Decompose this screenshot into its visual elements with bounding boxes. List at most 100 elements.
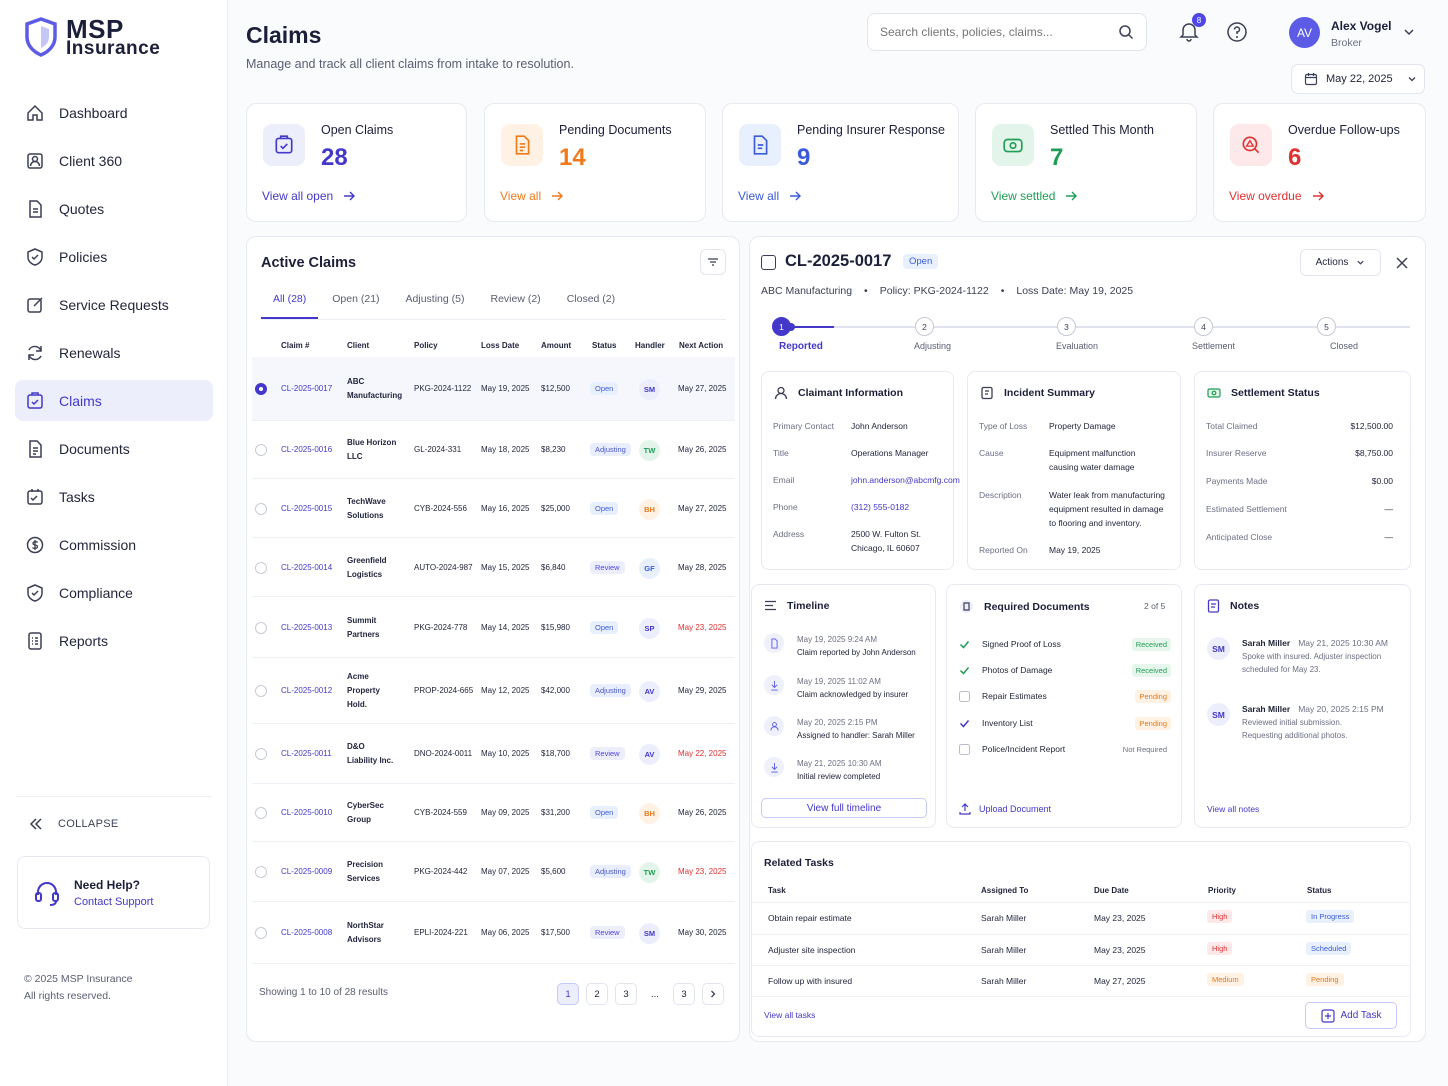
sidebar-item-policies[interactable]: Policies (15, 236, 213, 277)
filter-button[interactable] (700, 249, 726, 275)
table-row[interactable]: CL-2025-0015 TechWave Solutions CYB-2024-55… (252, 479, 735, 538)
tab-claims-filter[interactable]: Closed (2) (566, 293, 616, 305)
sidebar-item-claims[interactable]: Claims (15, 380, 213, 421)
field-value[interactable]: john.anderson@abcmfg.com (851, 473, 961, 487)
sidebar-item-quotes[interactable]: Quotes (15, 188, 213, 229)
table-row[interactable]: CL-2025-0013 Summit Partners PKG-2024-778 Ma… (252, 597, 735, 658)
row-select-radio[interactable] (255, 866, 267, 878)
table-row[interactable]: CL-2025-0012 Acme Property Hold. PROP-2024-6… (252, 658, 735, 724)
page-button[interactable]: 1 (557, 983, 579, 1005)
claim-number-link[interactable]: CL-2025-0013 (281, 622, 333, 632)
row-select-radio[interactable] (255, 444, 267, 456)
task-row[interactable]: Adjuster site inspection Sarah Miller May … (752, 934, 1411, 965)
row-select-radio[interactable] (255, 621, 267, 634)
sidebar-item-client-360[interactable]: Client 360 (15, 140, 213, 181)
table-row[interactable]: CL-2025-0009 Precision Services PKG-2024-44… (252, 842, 735, 902)
tab-claims-filter[interactable]: All (28) (261, 285, 319, 319)
stat-link[interactable]: View all (738, 189, 802, 203)
tab-claims-filter[interactable]: Open (21) (332, 293, 380, 305)
sidebar-item-commission[interactable]: Commission (15, 524, 213, 565)
table-row[interactable]: CL-2025-0017 ABC Manufacturing PKG-2024-112… (252, 357, 735, 421)
document-row[interactable]: Photos of Damage Received (959, 663, 1171, 677)
view-full-timeline-button[interactable]: View full timeline (761, 798, 927, 818)
check-icon[interactable] (959, 665, 970, 676)
table-row[interactable]: CL-2025-0010 CyberSec Group CYB-2024-559 May… (252, 784, 735, 842)
contact-support-link[interactable]: Contact Support (74, 895, 154, 908)
column-header[interactable]: Amount (541, 341, 572, 350)
sidebar-item-dashboard[interactable]: Dashboard (15, 92, 213, 133)
page-button[interactable]: 3 (673, 983, 695, 1005)
checkbox-icon[interactable] (959, 743, 970, 755)
help-card[interactable]: Need Help? Contact Support (17, 856, 210, 929)
row-select-radio[interactable] (255, 383, 267, 395)
tab-claims-filter[interactable]: Review (2) (490, 293, 541, 305)
column-header[interactable]: Loss Date (481, 341, 520, 350)
stat-link[interactable]: View overdue (1229, 189, 1324, 203)
chevron-down-icon[interactable] (1403, 26, 1415, 38)
document-row[interactable]: Signed Proof of Loss Received (959, 637, 1171, 651)
claim-number-link[interactable]: CL-2025-0011 (281, 749, 332, 758)
sidebar-item-service-requests[interactable]: Service Requests (15, 284, 213, 325)
check-icon[interactable] (959, 639, 970, 650)
table-row[interactable]: CL-2025-0011 D&O Liability Inc. DNO-2024-00… (252, 724, 735, 784)
upload-document-button[interactable]: Upload Document (959, 803, 1051, 815)
claim-number-link[interactable]: CL-2025-0015 (281, 503, 333, 513)
document-row[interactable]: Inventory List Pending (959, 716, 1171, 730)
claim-number-link[interactable]: CL-2025-0017 (281, 384, 333, 393)
table-row[interactable]: CL-2025-0014 Greenfield Logistics AUTO-2024… (252, 538, 735, 597)
row-select-radio[interactable] (255, 807, 267, 819)
column-header[interactable]: Policy (414, 341, 438, 350)
claim-number-link[interactable]: CL-2025-0016 (281, 445, 333, 454)
field-value[interactable]: (312) 555-0182 (851, 500, 961, 514)
stat-link[interactable]: View all (500, 189, 564, 203)
sidebar-item-tasks[interactable]: Tasks (15, 476, 213, 517)
next-page-button[interactable] (702, 983, 724, 1005)
task-row[interactable]: Obtain repair estimate Sarah Miller May 23… (752, 903, 1411, 934)
search-box[interactable] (867, 13, 1147, 51)
row-select-radio[interactable] (255, 502, 267, 515)
row-select-radio[interactable] (255, 561, 267, 574)
sidebar-item-documents[interactable]: Documents (15, 428, 213, 469)
brand-logo[interactable]: MSP Insurance (24, 16, 160, 58)
user-avatar[interactable]: AV (1289, 17, 1320, 48)
task-row[interactable]: Follow up with insured Sarah Miller May 27… (752, 965, 1411, 996)
tab-claims-filter[interactable]: Adjusting (5) (405, 293, 465, 305)
check-icon[interactable] (959, 718, 970, 729)
stat-link[interactable]: View all open (262, 189, 356, 203)
user-name[interactable]: Alex Vogel (1331, 19, 1392, 33)
column-header[interactable]: Next Action (679, 341, 724, 350)
row-select-radio[interactable] (255, 748, 267, 760)
search-input[interactable] (880, 25, 1100, 39)
close-icon[interactable] (1395, 256, 1409, 270)
table-row[interactable]: CL-2025-0008 NorthStar Advisors EPLI-2024-2… (252, 902, 735, 964)
sidebar-item-renewals[interactable]: Renewals (15, 332, 213, 373)
column-header[interactable]: Status (592, 341, 617, 350)
column-header[interactable]: Handler (635, 341, 665, 350)
date-picker[interactable]: May 22, 2025 (1291, 64, 1425, 94)
page-button[interactable]: 3 (615, 983, 637, 1005)
row-select-radio[interactable] (255, 685, 267, 697)
claim-number-link[interactable]: CL-2025-0014 (281, 562, 333, 572)
document-row[interactable]: Repair Estimates Pending (959, 689, 1171, 703)
collapse-button[interactable]: COLLAPSE (28, 816, 118, 832)
page-button[interactable]: ... (651, 988, 659, 1000)
search-icon[interactable] (1118, 24, 1134, 40)
notifications-button[interactable]: 8 (1178, 13, 1206, 42)
add-task-button[interactable]: Add Task (1305, 1002, 1397, 1029)
column-header[interactable]: Client (347, 341, 370, 350)
table-row[interactable]: CL-2025-0016 Blue Horizon LLC GL-2024-331 Ma… (252, 421, 735, 479)
view-all-tasks-link[interactable]: View all tasks (764, 1010, 816, 1020)
claim-number-link[interactable]: CL-2025-0009 (281, 867, 333, 876)
help-button[interactable] (1226, 21, 1248, 43)
claim-number-link[interactable]: CL-2025-0010 (281, 808, 333, 817)
checkbox-icon[interactable] (959, 690, 970, 702)
row-select-radio[interactable] (255, 927, 267, 939)
page-button[interactable]: 2 (586, 983, 608, 1005)
claim-number-link[interactable]: CL-2025-0008 (281, 928, 333, 937)
column-header[interactable]: Claim # (281, 341, 310, 350)
view-all-notes-link[interactable]: View all notes (1207, 804, 1260, 814)
claim-number-link[interactable]: CL-2025-0012 (281, 686, 333, 695)
select-checkbox[interactable] (761, 255, 776, 270)
sidebar-item-compliance[interactable]: Compliance (15, 572, 213, 613)
document-row[interactable]: Police/Incident Report Not Required (959, 742, 1171, 756)
